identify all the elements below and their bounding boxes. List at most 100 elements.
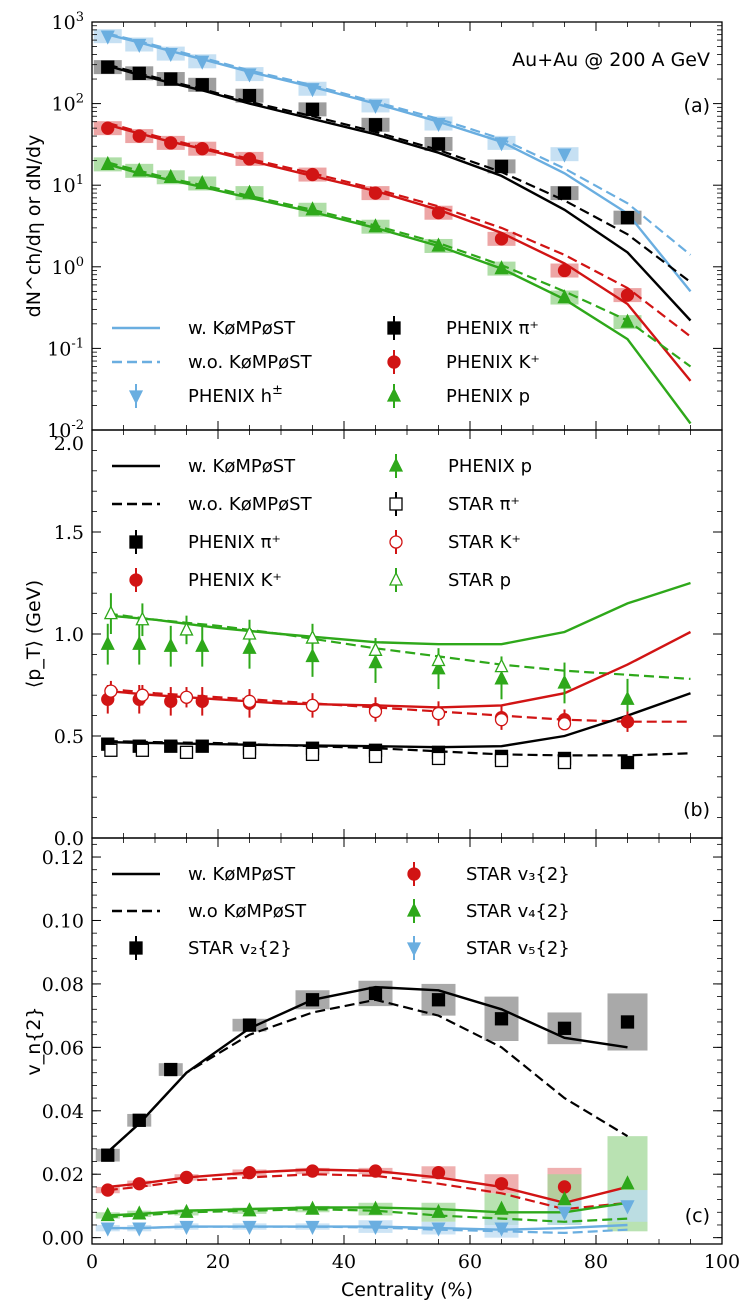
data-point	[368, 186, 383, 200]
data-point	[305, 167, 320, 182]
data-point	[368, 99, 383, 114]
y-axis-label: ⟨p_T⟩ (GeV)	[23, 580, 45, 688]
data-point	[163, 168, 178, 183]
data-point	[368, 641, 383, 656]
data-point	[195, 142, 209, 156]
model-curve-without	[107, 1173, 628, 1211]
x-ticks-2: 0 20 40 60 80 100	[86, 838, 740, 1273]
data-point	[494, 1200, 509, 1215]
data-point	[494, 1222, 509, 1237]
data-point	[104, 684, 118, 698]
legend-swatch	[387, 355, 401, 369]
legend-swatch	[406, 942, 422, 957]
legend-label: PHENIX h±	[188, 383, 283, 407]
legend-swatch	[406, 902, 422, 917]
data-point	[557, 1180, 572, 1194]
data-point	[431, 117, 446, 132]
legend-swatch	[407, 867, 421, 881]
x-tick-label: 20	[206, 1251, 230, 1273]
legend-label: STAR p	[448, 570, 511, 591]
data-point	[494, 1012, 509, 1026]
data-point	[242, 1165, 257, 1180]
data-point	[557, 186, 572, 200]
data-point	[163, 47, 178, 63]
legend-label: w. KøMPøST	[188, 864, 296, 885]
data-point	[164, 136, 178, 150]
data-point	[164, 1062, 178, 1077]
data-point	[557, 755, 572, 770]
data-point	[195, 175, 210, 190]
legend-label: w.o. KøMPøST	[188, 494, 313, 515]
data-point	[100, 1206, 115, 1222]
data-point	[368, 704, 383, 719]
x-tick-label: 40	[332, 1251, 356, 1273]
data-point	[431, 206, 446, 220]
data-point	[557, 289, 572, 304]
legend-label: PHENIX p	[448, 456, 532, 477]
legend-label: PHENIX K⁺	[446, 352, 540, 373]
data-point	[179, 1203, 194, 1218]
plot-area-2	[95, 980, 648, 1238]
data-point	[494, 658, 509, 673]
data-point	[620, 715, 635, 729]
data-point	[494, 232, 509, 246]
legend-label: STAR v₂{2}	[188, 938, 292, 959]
y-tick-label: 2.0	[54, 433, 84, 455]
data-point	[620, 288, 635, 302]
model-curve-without	[107, 1207, 628, 1223]
data-point	[494, 1177, 509, 1191]
data-point	[620, 690, 635, 705]
data-point	[557, 1021, 572, 1035]
plot-area-0	[93, 29, 692, 425]
data-point	[103, 605, 118, 620]
data-point	[179, 690, 194, 704]
legend-swatch	[389, 535, 403, 549]
data-point	[494, 753, 509, 768]
data-point	[368, 218, 383, 233]
panel-annotation: Au+Au @ 200 A GeV	[512, 49, 710, 71]
data-point	[242, 89, 257, 103]
data-point	[368, 118, 383, 132]
data-point	[132, 129, 146, 143]
legend-label: w.o. KøMPøST	[188, 352, 313, 373]
data-point	[368, 749, 383, 764]
data-point	[164, 739, 178, 753]
x-tick-label: 100	[704, 1251, 740, 1273]
data-point	[557, 674, 572, 689]
legend-1: w. KøMPøST PHENIX p w.o. KøMPøST STAR π⁺ PHE…	[112, 454, 532, 592]
legend-label: w.o KøMPøST	[188, 901, 307, 922]
axes-frame	[91, 837, 723, 1245]
data-point	[368, 1220, 383, 1236]
x-tick-label: 60	[458, 1251, 482, 1273]
y-tick-label: 0.0	[54, 828, 84, 850]
data-point	[100, 635, 115, 650]
legend-0: w. KøMPøST PHENIX π⁺ w.o. KøMPøST PHENIX K⁺…	[112, 316, 540, 408]
data-point	[104, 743, 118, 757]
y-tick-label: 1.0	[54, 624, 84, 646]
y-tick-label: 101	[52, 173, 84, 197]
data-point	[242, 1202, 257, 1217]
data-point	[242, 1018, 257, 1032]
data-point	[242, 184, 257, 199]
legend-label: STAR K⁺	[448, 532, 521, 553]
panel-label: (b)	[683, 799, 710, 821]
data-point	[431, 706, 446, 721]
plot-area-1	[100, 581, 692, 770]
data-point	[135, 743, 150, 757]
legend-swatch	[386, 387, 402, 402]
data-point	[132, 1113, 146, 1127]
legend-swatch	[129, 941, 143, 955]
data-point	[557, 717, 572, 731]
data-point	[431, 652, 446, 667]
y-tick-label: 0.04	[42, 1101, 84, 1123]
data-point	[242, 694, 257, 708]
data-point	[195, 55, 210, 70]
legend-label: STAR v₄{2}	[466, 901, 570, 922]
model-curve-without	[107, 63, 692, 283]
data-point	[305, 629, 320, 644]
data-point	[195, 739, 209, 753]
data-point	[132, 635, 147, 650]
data-point	[179, 745, 194, 759]
data-point	[305, 1220, 320, 1236]
panel-label: (c)	[685, 1205, 710, 1227]
